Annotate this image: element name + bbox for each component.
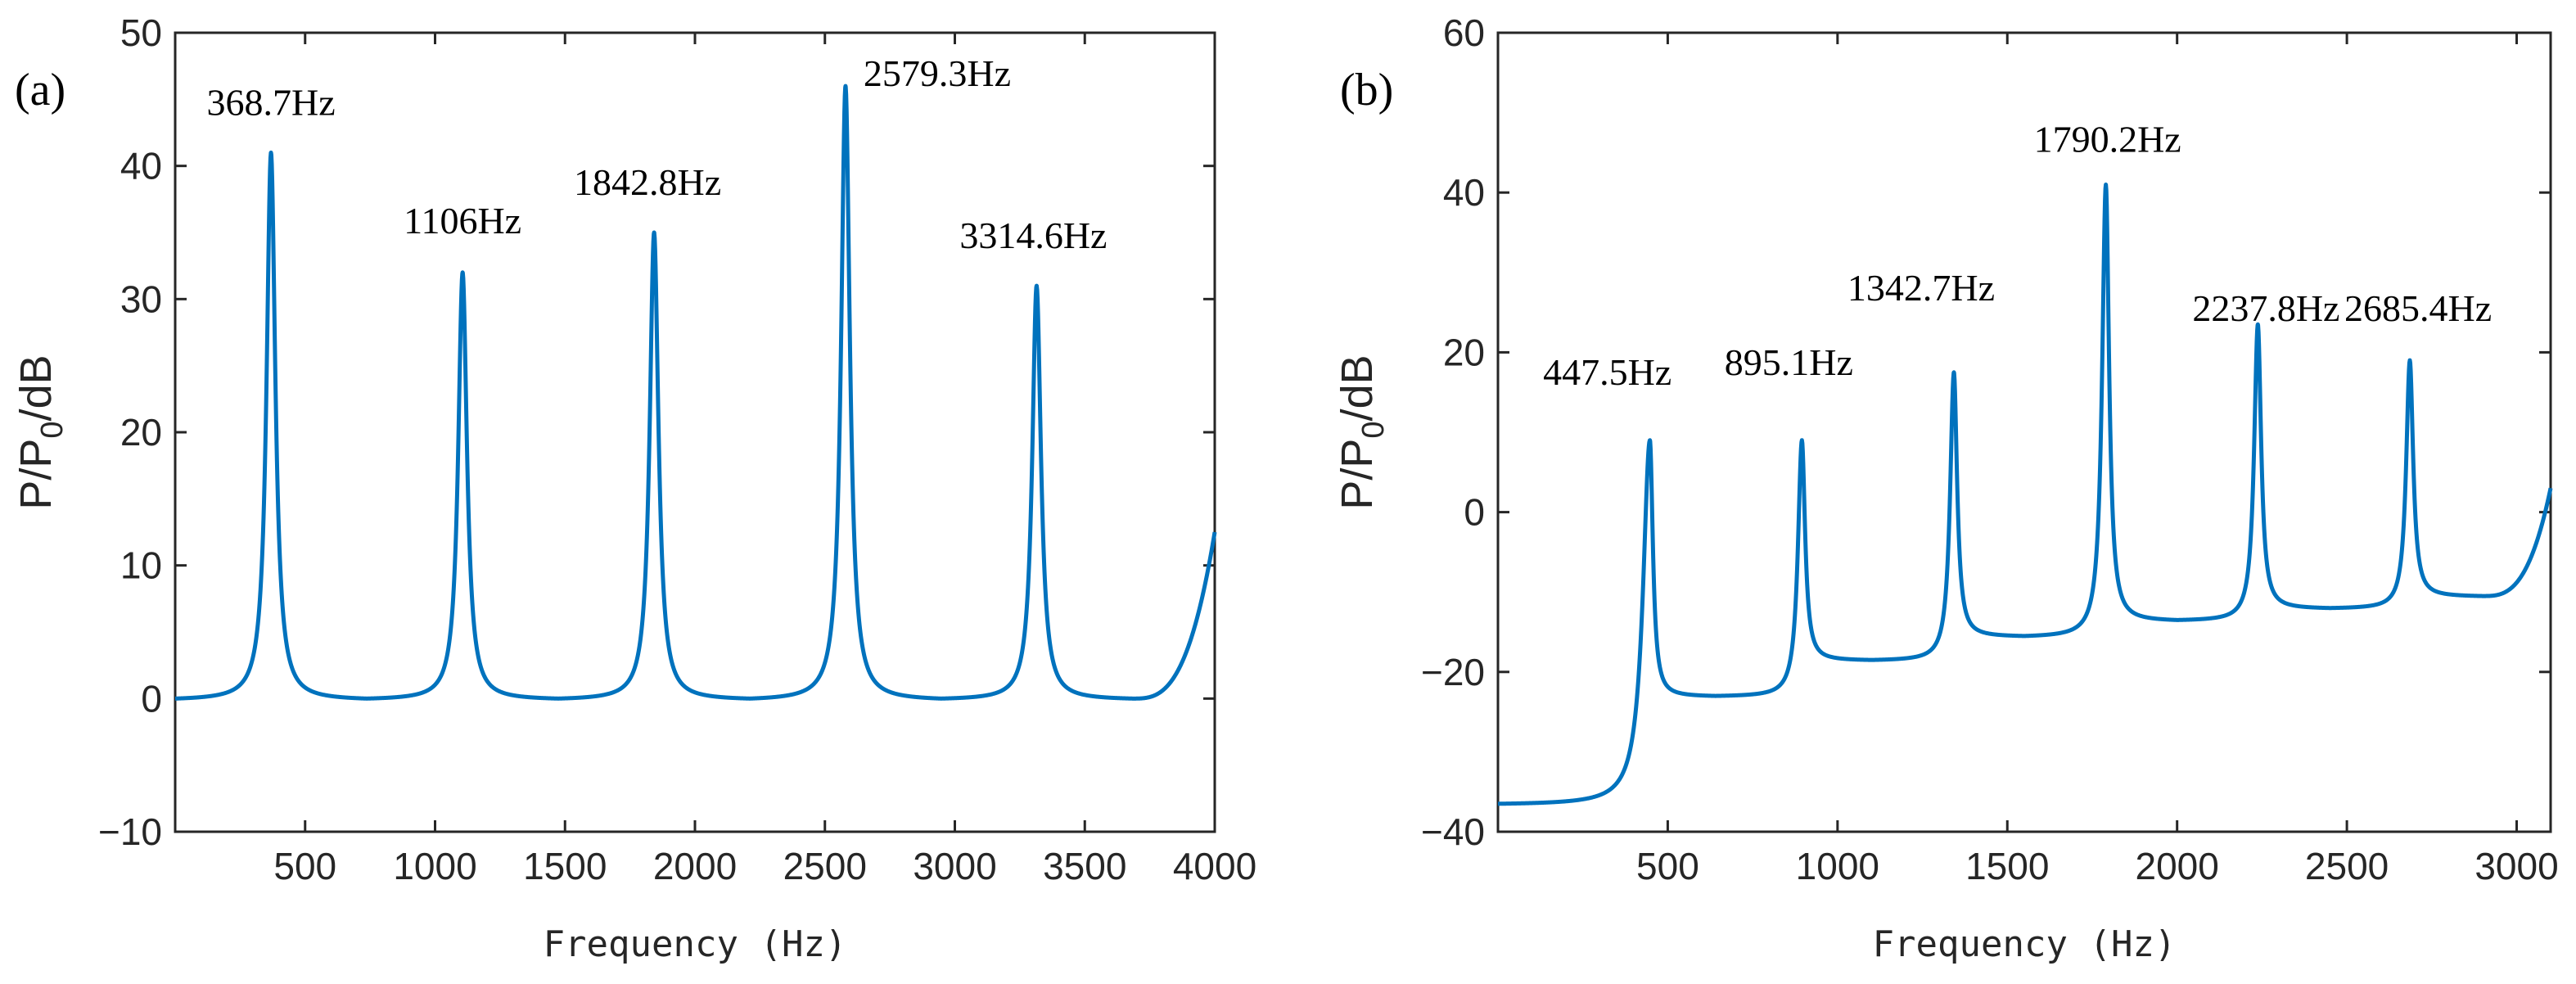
x-tick-label-a-5: 3000 — [913, 845, 996, 887]
ticks-a — [175, 31, 1216, 833]
y-tick-label-a-4: 30 — [120, 278, 162, 320]
peak-label-b-1: 895.1Hz — [1725, 341, 1853, 383]
x-tick-label-b-3: 2000 — [2136, 845, 2219, 887]
peak-labels-b: 447.5Hz 895.1Hz 1342.7Hz 1790.2Hz 2237.8Hz 26… — [1543, 118, 2492, 392]
x-tick-label-b-2: 1500 — [1965, 845, 2049, 887]
chart-panel-a: (a) 500 1000 1500 2000 2500 3000 3500 4000−1001… — [11, 11, 1256, 965]
plot-frame-a — [174, 31, 1216, 833]
y-tick-label-a-0: −10 — [98, 810, 162, 853]
peak-label-a-0: 368.7Hz — [206, 81, 335, 123]
y-tick-label-a-2: 10 — [120, 544, 162, 587]
y-tick-label-b-0: −40 — [1421, 810, 1485, 853]
y-axis-label-tail-a: /dB — [11, 354, 61, 421]
peak-label-a-4: 3314.6Hz — [959, 214, 1107, 256]
plot-frame-b — [1496, 31, 2552, 833]
peak-labels-a: 368.7Hz 1106Hz 1842.8Hz 2579.3Hz 3314.6Hz — [206, 52, 1107, 256]
y-axis-label-b: P/P0/dB — [1333, 354, 1391, 509]
peak-label-b-2: 1342.7Hz — [1847, 267, 1995, 309]
series-line-b — [1496, 182, 2553, 806]
peak-label-a-1: 1106Hz — [404, 200, 521, 241]
y-tick-label-b-1: −20 — [1421, 651, 1485, 693]
x-tick-label-b-4: 2500 — [2305, 845, 2389, 887]
y-tick-label-a-1: 0 — [141, 677, 162, 720]
series-line-a — [174, 84, 1217, 701]
y-tick-label-a-6: 50 — [120, 11, 162, 54]
chart-panel-b: (b) 500 1000 1500 2000 2500 3000 −40 −20 0 20 40 60… — [1333, 11, 2559, 965]
y-tick-label-b-4: 40 — [1443, 171, 1485, 214]
x-axis-label-a: Frequency (Hz) — [544, 923, 847, 965]
x-tick-label-a-1: 1000 — [393, 845, 476, 887]
panel-label-b: (b) — [1340, 65, 1393, 115]
tick-labels-a: 500 1000 1500 2000 2500 3000 3500 4000 −10 0 10 20 3… — [98, 11, 1256, 887]
x-tick-label-b-1: 1000 — [1796, 845, 1879, 887]
x-tick-label-b-0: 500 — [1636, 845, 1699, 887]
y-tick-label-a-3: 20 — [120, 411, 162, 454]
peak-label-a-2: 1842.8Hz — [574, 161, 721, 203]
y-axis-label-a: P/P0/dB — [11, 354, 70, 509]
y-tick-label-b-5: 60 — [1443, 11, 1485, 54]
y-tick-label-b-3: 20 — [1443, 331, 1485, 373]
x-tick-label-a-6: 3500 — [1043, 845, 1126, 887]
panel-label-a: (a) — [15, 65, 65, 115]
peak-label-b-5: 2685.4Hz — [2344, 287, 2492, 329]
peak-label-b-3: 1790.2Hz — [2034, 118, 2181, 160]
x-tick-label-a-2: 1500 — [523, 845, 607, 887]
x-tick-label-a-4: 2500 — [783, 845, 867, 887]
y-tick-label-b-2: 0 — [1464, 491, 1485, 534]
peak-label-b-0: 447.5Hz — [1543, 351, 1671, 393]
y-axis-label-sub-b: 0 — [1356, 421, 1391, 438]
y-axis-label-main-b: P/P — [1333, 439, 1382, 510]
y-axis-label-tail-b: /dB — [1333, 354, 1382, 421]
peak-label-a-3: 2579.3Hz — [864, 52, 1011, 94]
y-axis-label-main-a: P/P — [11, 439, 61, 510]
x-axis-label-b: Frequency (Hz) — [1873, 923, 2177, 965]
y-axis-label-sub-a: 0 — [35, 421, 70, 438]
y-tick-label-a-5: 40 — [120, 145, 162, 187]
x-tick-label-b-5: 3000 — [2474, 845, 2558, 887]
peak-label-b-4: 2237.8Hz — [2192, 287, 2339, 329]
x-tick-label-a-7: 4000 — [1173, 845, 1256, 887]
ticks-b — [1498, 31, 2551, 833]
x-tick-label-a-3: 2000 — [653, 845, 737, 887]
tick-labels-b: 500 1000 1500 2000 2500 3000 −40 −20 0 20 40 60 — [1421, 11, 2559, 887]
x-tick-label-a-0: 500 — [273, 845, 336, 887]
